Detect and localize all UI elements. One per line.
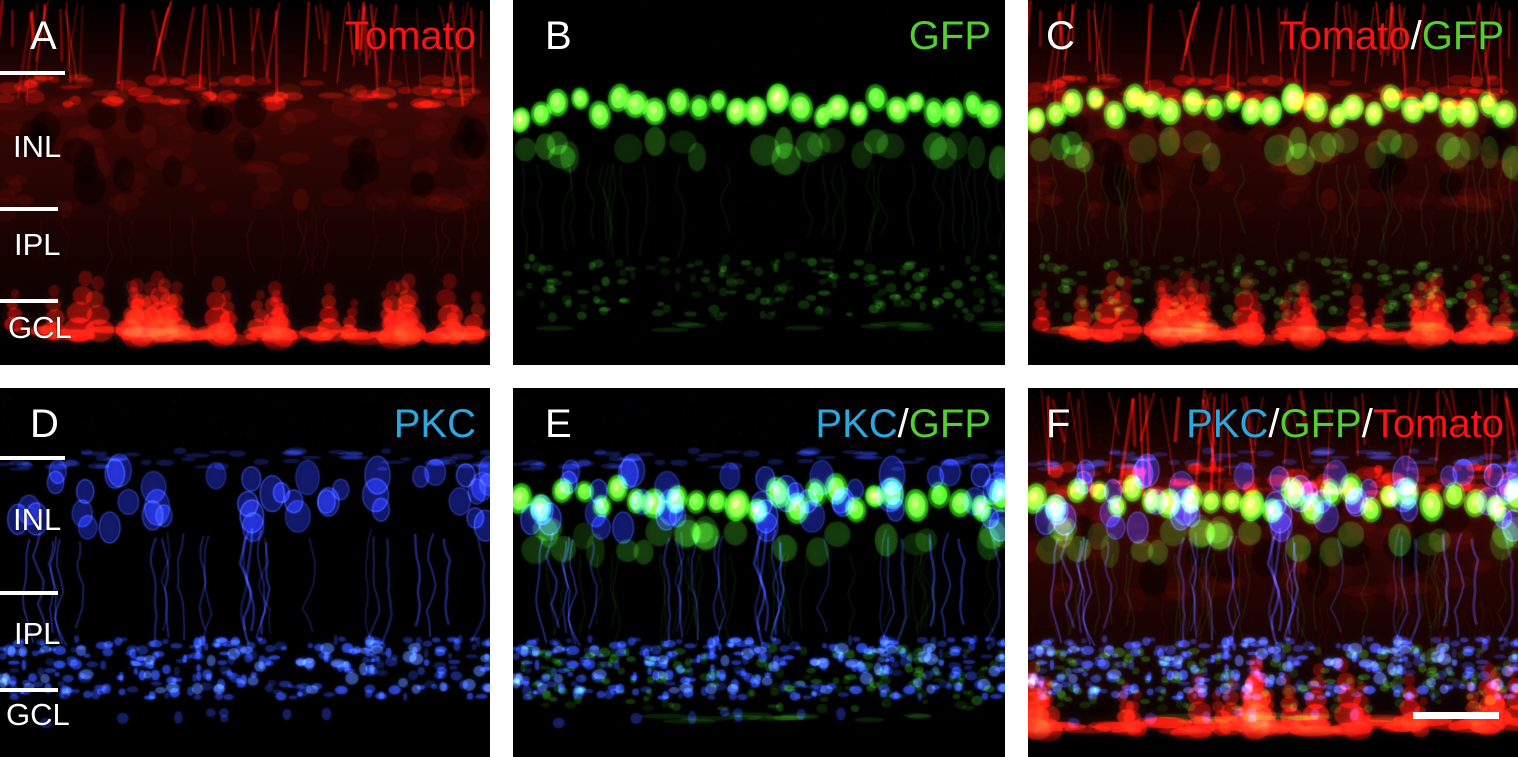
panel-letter-b: B (545, 14, 572, 58)
layer-label-ipl: IPL (14, 616, 61, 651)
channel-label-e: PKC/GFP (815, 402, 991, 446)
panel-letter-a: A (30, 14, 57, 58)
micrograph-panel-a: A Tomato INL IPL GCL (0, 0, 490, 365)
micrograph-image-b (513, 0, 1005, 365)
channel-name-pkc: PKC (393, 402, 476, 446)
layer-label-gcl: GCL (6, 697, 70, 732)
layer-label-ipl: IPL (14, 227, 61, 262)
channel-separator: / (1268, 402, 1280, 446)
channel-label-d: PKC (394, 402, 476, 446)
layer-boundary-line (0, 299, 58, 303)
channel-name-tomato: Tomato (1372, 402, 1504, 446)
channel-separator: / (1361, 402, 1373, 446)
channel-name-pkc: PKC (1186, 402, 1269, 446)
layer-label-inl: INL (13, 129, 62, 164)
panel-letter-c: C (1046, 14, 1075, 58)
panel-letter-e: E (545, 402, 572, 446)
micrograph-image-f (1028, 388, 1518, 757)
micrograph-panel-d: D PKC INL IPL GCL (0, 388, 490, 757)
micrograph-panel-f: F PKC/GFP/Tomato (1028, 388, 1518, 757)
channel-label-a: Tomato (345, 14, 476, 58)
channel-separator: / (1410, 14, 1422, 58)
layer-label-gcl: GCL (8, 310, 72, 345)
channel-label-f: PKC/GFP/Tomato (1186, 402, 1504, 446)
micrograph-panel-c: C Tomato/GFP (1028, 0, 1518, 365)
channel-name-pkc: PKC (815, 402, 898, 446)
channel-label-b: GFP (909, 14, 991, 58)
layer-boundary-line (0, 591, 58, 595)
layer-boundary-line (0, 456, 65, 460)
channel-label-c: Tomato/GFP (1279, 14, 1504, 58)
layer-label-inl: INL (13, 502, 62, 537)
scale-bar (1413, 712, 1499, 719)
channel-separator: / (897, 402, 909, 446)
micrograph-image-c (1028, 0, 1518, 365)
micrograph-image-d (0, 388, 490, 757)
micrograph-panel-b: B GFP (513, 0, 1005, 365)
channel-name-gfp: GFP (908, 402, 991, 446)
channel-name-gfp: GFP (1421, 14, 1504, 58)
micrograph-panel-e: E PKC/GFP (513, 388, 1005, 757)
channel-name-gfp: GFP (1279, 402, 1362, 446)
panel-letter-d: D (30, 402, 59, 446)
layer-boundary-line (0, 207, 58, 211)
panel-letter-f: F (1046, 402, 1071, 446)
micrograph-image-e (513, 388, 1005, 757)
layer-boundary-line (0, 71, 65, 75)
channel-name-gfp: GFP (908, 14, 991, 58)
layer-boundary-line (0, 688, 58, 692)
micrograph-image-a (0, 0, 490, 365)
channel-name-tomato: Tomato (1279, 14, 1411, 58)
channel-name-tomato: Tomato (344, 14, 476, 58)
